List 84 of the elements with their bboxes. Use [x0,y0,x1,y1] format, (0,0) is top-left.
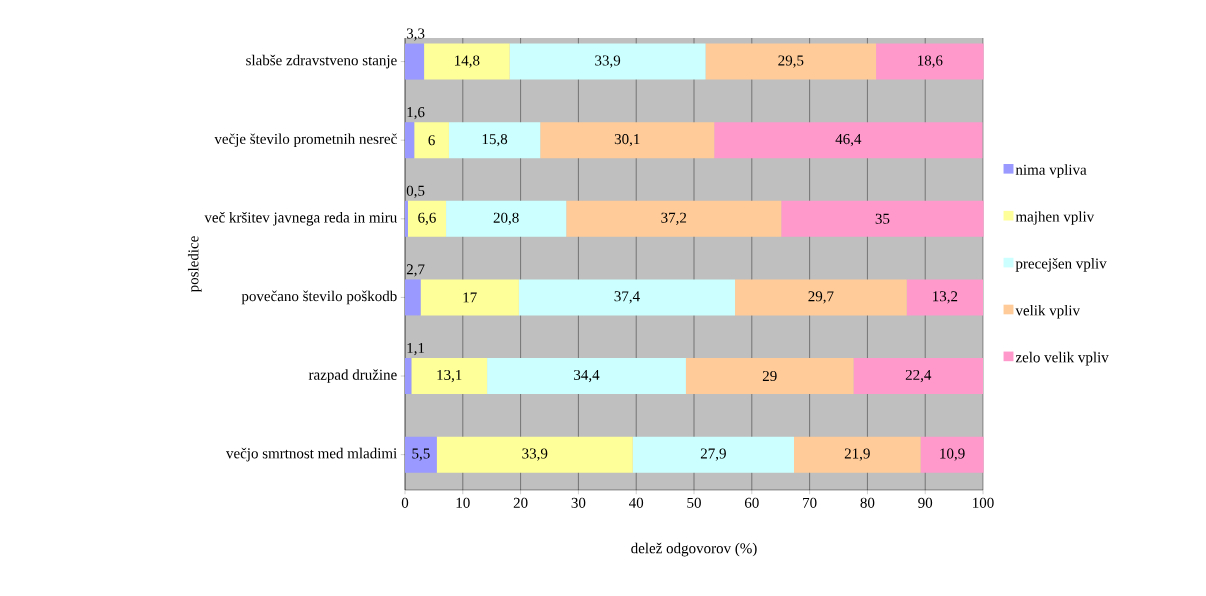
data-label: 1,1 [407,342,425,356]
x-tick-label: 40 [629,497,644,508]
y-tick-label: večje število prometnih nesreč [214,133,397,147]
data-label: 35 [875,213,890,224]
x-tick-label: 50 [687,497,701,508]
bar [735,279,907,316]
x-axis-title: delež odgovorov (%) [631,542,757,557]
y-tick-label: več kršitev javnega reda in miru [204,211,397,226]
data-label: 29,7 [808,291,834,304]
bar [414,122,449,159]
data-label: 37,2 [661,212,687,225]
data-label: 18,6 [918,55,943,68]
bar [407,200,447,237]
data-label: 14,8 [455,55,480,68]
bar [436,436,633,473]
x-tick-label: 30 [571,497,586,508]
data-label: 29 [762,370,777,382]
bar [920,436,984,473]
data-label: 6 [428,135,435,146]
data-label: 34,4 [574,369,600,383]
data-label: 10,9 [940,448,965,461]
data-label: 30,1 [614,134,640,147]
y-axis-title: posledice [187,236,202,293]
data-label: 21,9 [844,448,870,461]
y-tick-label: povečano število poškodb [241,290,397,305]
x-tick-label: 10 [456,497,470,508]
y-tick-label: slabše zdravstveno stanje [246,54,397,69]
bar [405,43,425,80]
bar [876,43,984,80]
bar [405,122,415,159]
data-label: 33,9 [595,55,621,68]
bar [566,200,782,237]
bar [405,200,408,237]
x-tick-label: 20 [513,497,528,508]
x-tick-label: 90 [918,497,933,508]
bar [424,43,510,80]
bar [405,279,421,316]
data-label: 5,5 [412,448,430,461]
x-tick-label: 70 [803,497,817,508]
bar [906,279,984,316]
data-label: 3,3 [406,28,425,41]
legend-label: precejšen vpliv [1015,258,1107,272]
data-label: 33,9 [522,448,548,461]
x-tick-label: 80 [860,497,875,508]
data-label: 1,6 [407,107,425,120]
legend-label: nima vpliva [1015,164,1087,178]
legend-label: velik vpliv [1015,304,1081,319]
bar [448,122,541,159]
data-label: 6,6 [418,212,436,225]
bar [405,436,437,473]
bar [487,358,686,395]
data-label: 37,4 [614,291,640,304]
bar [794,436,921,473]
bar [509,43,706,80]
bar [540,122,715,159]
legend-label: zelo velik vpliv [1015,351,1109,366]
x-tick-label: 0 [401,497,409,508]
x-tick-label: 100 [973,497,994,508]
legend-label: majhen vpliv [1015,211,1095,225]
data-label: 13,1 [437,369,462,383]
bar [632,436,794,473]
data-label: 2,7 [406,264,425,277]
data-label: 15,8 [482,134,508,147]
y-tick-label: razpad družine [308,369,397,383]
bar [411,358,488,395]
bar [420,279,519,316]
data-label: 27,9 [700,448,726,461]
data-label: 29,5 [778,55,804,68]
bar [714,122,983,159]
data-label: 22,4 [905,369,932,383]
bar [781,200,984,237]
bar [853,358,984,395]
bar [685,358,854,395]
data-label: 0,5 [406,185,425,198]
data-label: 17 [463,292,477,303]
bar [405,358,412,395]
bar [446,200,567,237]
data-label: 13,2 [933,291,958,304]
y-tick-label: večjo smrtnost med mladimi [226,447,397,462]
bar [518,279,736,316]
x-tick-label: 60 [744,497,759,508]
bar [705,43,877,80]
data-label: 46,4 [835,134,862,147]
data-label: 20,8 [493,212,519,225]
